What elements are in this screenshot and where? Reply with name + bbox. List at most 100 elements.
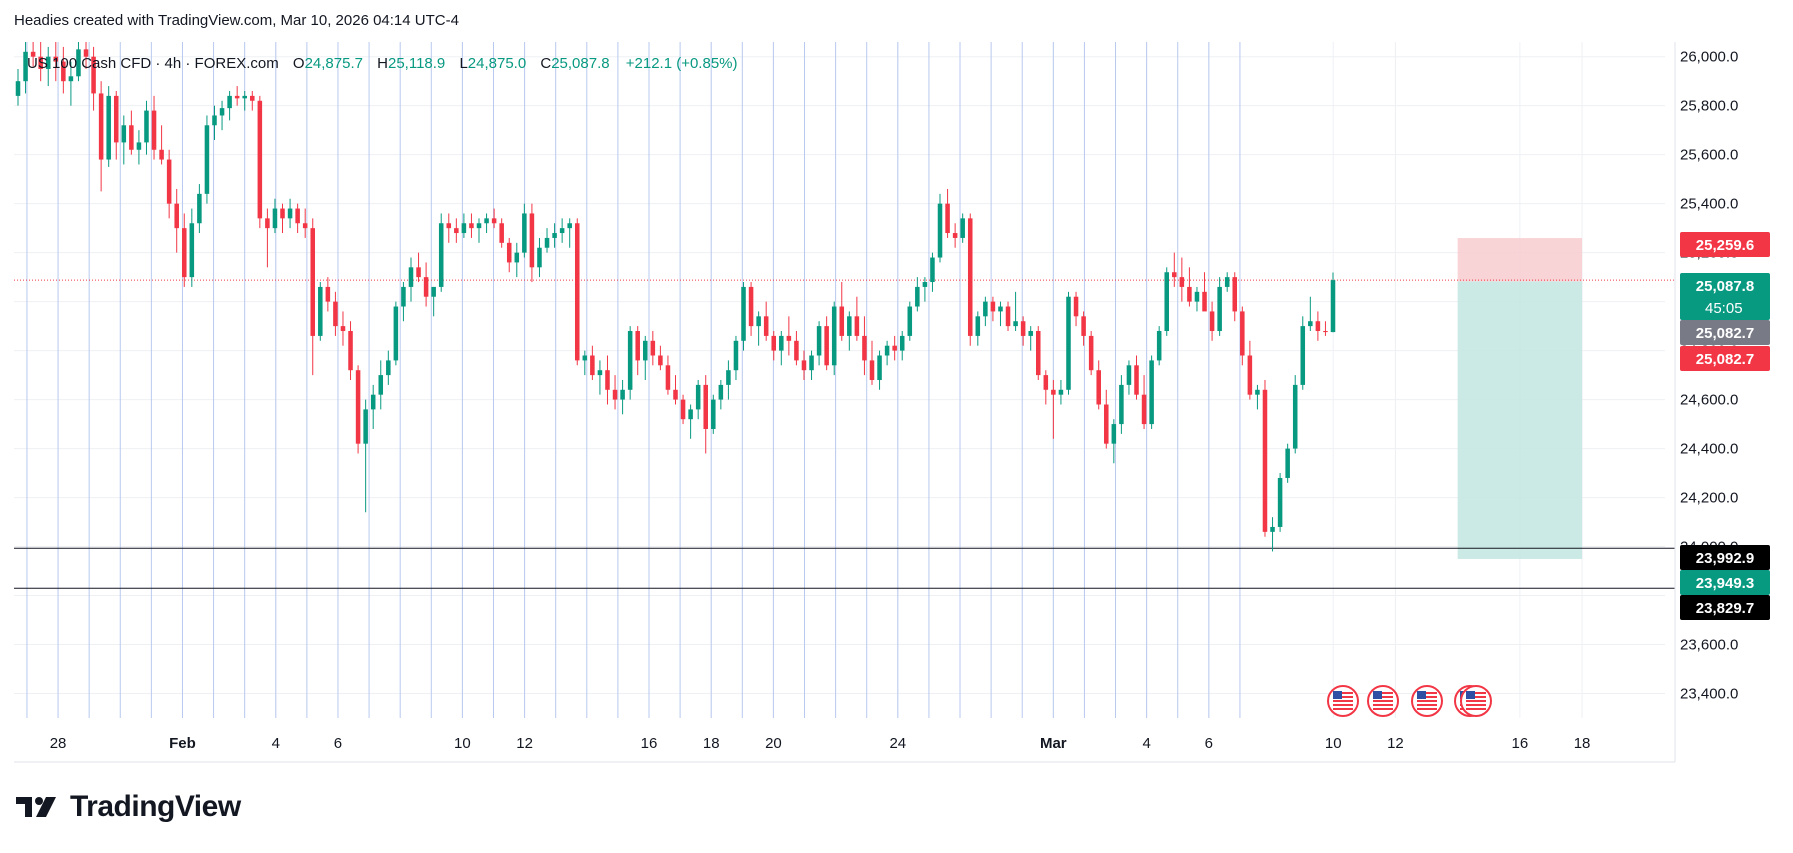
tradingview-logo: TradingView (16, 790, 241, 824)
candle (1104, 389, 1109, 449)
candle (915, 277, 920, 312)
candle-body (809, 355, 814, 371)
candle-body (23, 51, 28, 82)
candle-body (1247, 355, 1253, 395)
candle-body (711, 399, 716, 429)
legend-high-value: 25,118.9 (388, 55, 445, 72)
candle-body (461, 223, 467, 234)
candle-body (1104, 404, 1109, 444)
candle-body (491, 218, 497, 224)
candle (227, 90, 232, 121)
candle-body (1149, 360, 1154, 425)
event-icons (1327, 685, 1492, 717)
candle (491, 208, 497, 229)
candle-body (1270, 526, 1275, 532)
candle (794, 331, 799, 366)
candle-body (340, 326, 346, 332)
candle-body (522, 213, 527, 253)
candle-body (635, 331, 640, 361)
candle-body (446, 223, 452, 229)
candle (574, 218, 580, 366)
candle-body (1277, 477, 1283, 527)
x-tick-label: 12 (1387, 735, 1404, 752)
price-label-target (1680, 570, 1770, 595)
candle-body (438, 223, 444, 287)
candle (484, 213, 489, 234)
candle-body (1073, 296, 1079, 317)
candle-body (1217, 286, 1222, 332)
candle (665, 355, 671, 395)
candle (1149, 355, 1154, 429)
candle (1111, 419, 1117, 464)
legend-close-value: 25,087.8 (551, 55, 609, 72)
candle-body (181, 228, 187, 278)
x-tick-label: 18 (703, 735, 720, 752)
flag-stripe (1333, 704, 1353, 706)
candle (1164, 267, 1170, 336)
x-tick-label: 10 (454, 735, 471, 752)
y-tick-label: 25,400.0 (1680, 196, 1738, 213)
candle-body (1119, 384, 1124, 425)
take-profit-zone (1457, 281, 1583, 559)
candle (325, 277, 331, 312)
candle (582, 350, 588, 376)
candle (38, 42, 43, 82)
candle (189, 208, 195, 287)
candle (831, 301, 837, 376)
candle-body (831, 306, 837, 366)
candle-body (136, 142, 142, 150)
candle (975, 311, 981, 346)
candle (1209, 301, 1215, 341)
candle-body (514, 252, 520, 263)
candle-body (204, 125, 210, 194)
candle (151, 95, 157, 160)
x-tick-label: 18 (1574, 735, 1591, 752)
candle-body (915, 286, 920, 307)
flag-stripe (1417, 696, 1437, 698)
candle-body (1262, 389, 1268, 532)
candle (1240, 306, 1245, 366)
candle (605, 355, 610, 405)
candle-body (884, 345, 890, 356)
candle (552, 223, 557, 248)
legend-low-value: 24,875.0 (468, 55, 526, 72)
candle (514, 242, 520, 278)
candle (937, 193, 943, 263)
candle-body (348, 331, 353, 371)
candle (1073, 291, 1079, 327)
candle-body (748, 286, 754, 327)
candle (159, 125, 164, 165)
candle (824, 316, 829, 371)
candle (250, 90, 255, 111)
us-flag-icon (1460, 685, 1492, 717)
candle-body (605, 370, 610, 390)
candle-body (76, 49, 81, 77)
candle-body (733, 340, 739, 371)
candle-body (416, 267, 421, 278)
candle-body (378, 375, 384, 395)
candle-body (726, 370, 731, 385)
candle (1141, 375, 1147, 429)
candle-body (1164, 272, 1170, 332)
x-tick-label: 4 (272, 735, 280, 752)
candle (620, 380, 625, 415)
candle-body (741, 286, 746, 341)
legend-high-label: H (377, 55, 388, 72)
candle (1020, 316, 1026, 346)
candle-body (295, 208, 300, 224)
price-labels: 25,259.6 25,087.8 45:05 25,082.7 25,082.7 23,… (1680, 232, 1770, 620)
candle (726, 360, 731, 400)
candle-body (665, 365, 671, 390)
price-chart[interactable]: 26,000.025,800.025,600.025,400.025,200.0… (0, 0, 1793, 780)
candle (1194, 286, 1200, 312)
candle-body (854, 316, 860, 336)
candle-body (1005, 306, 1011, 327)
candle (922, 277, 928, 302)
legend-close-label: C (540, 55, 551, 72)
candle (612, 375, 618, 410)
candle-body (212, 115, 217, 126)
candle-body (1156, 331, 1162, 361)
candle-body (869, 360, 875, 380)
candle-body (620, 389, 625, 400)
price-label-text: 23,992.9 (1696, 550, 1754, 567)
